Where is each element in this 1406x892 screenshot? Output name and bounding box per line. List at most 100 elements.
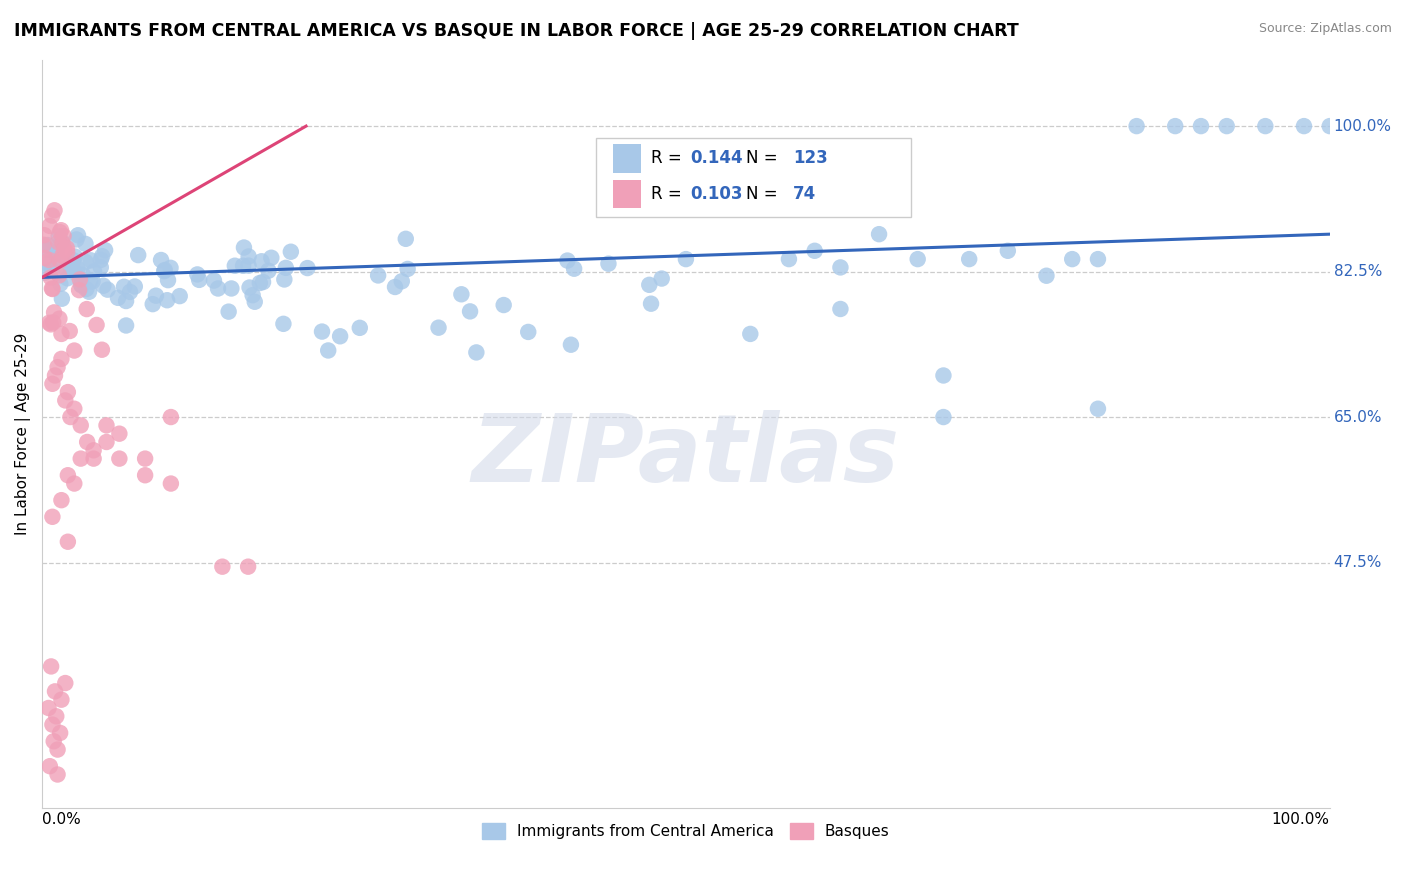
Point: [77, 285, 100, 299]
Point: [675, 252, 697, 266]
Point: [169, 289, 191, 303]
Point: [48, 268, 70, 283]
Point: [93, 278, 115, 293]
Point: [45, 245, 67, 260]
Point: [1254, 119, 1277, 133]
Point: [450, 287, 472, 301]
Text: 100.0%: 100.0%: [1272, 812, 1330, 827]
Point: [46, 360, 69, 375]
Text: R =: R =: [651, 186, 688, 203]
Point: [34, 251, 56, 265]
Point: [640, 296, 662, 310]
Text: 0.144: 0.144: [690, 149, 742, 168]
Point: [560, 337, 582, 351]
Point: [907, 252, 929, 266]
Point: [56, 245, 79, 260]
Point: [39, 270, 62, 285]
Point: [118, 285, 141, 299]
Point: [44, 684, 66, 698]
Point: [1292, 119, 1315, 133]
Point: [1164, 119, 1187, 133]
Point: [96, 435, 118, 450]
Point: [41, 717, 63, 731]
Point: [280, 244, 302, 259]
Point: [221, 281, 243, 295]
Point: [79, 274, 101, 288]
Point: [134, 451, 156, 466]
Point: [238, 280, 260, 294]
Point: [232, 259, 254, 273]
Y-axis label: In Labor Force | Age 25-29: In Labor Force | Age 25-29: [15, 333, 31, 535]
Point: [70, 277, 93, 292]
Text: 74: 74: [793, 186, 815, 203]
Point: [127, 248, 149, 262]
Point: [349, 321, 371, 335]
Point: [233, 241, 256, 255]
Point: [458, 304, 481, 318]
Point: [51, 351, 73, 366]
Point: [96, 418, 118, 433]
Point: [42, 315, 65, 329]
Point: [51, 236, 73, 251]
Text: 123: 123: [793, 149, 828, 168]
Point: [75, 236, 97, 251]
Point: [91, 249, 114, 263]
Point: [41, 509, 63, 524]
Point: [67, 283, 90, 297]
Point: [207, 281, 229, 295]
Point: [651, 271, 673, 285]
Point: [75, 255, 97, 269]
Point: [243, 294, 266, 309]
Bar: [613, 180, 641, 209]
Point: [41, 209, 63, 223]
Point: [37, 238, 59, 252]
Point: [56, 534, 79, 549]
Point: [38, 316, 60, 330]
Point: [63, 266, 86, 280]
Point: [202, 274, 225, 288]
Point: [39, 318, 62, 332]
Point: [224, 259, 246, 273]
Bar: [613, 145, 641, 172]
Point: [124, 279, 146, 293]
Point: [46, 235, 69, 250]
Text: IMMIGRANTS FROM CENTRAL AMERICA VS BASQUE IN LABOR FORCE | AGE 25-29 CORRELATION: IMMIGRANTS FROM CENTRAL AMERICA VS BASQU…: [14, 22, 1019, 40]
Point: [51, 493, 73, 508]
Point: [156, 273, 179, 287]
Point: [83, 451, 105, 466]
Point: [1035, 268, 1057, 283]
Point: [90, 252, 112, 267]
Point: [153, 264, 176, 278]
Point: [83, 443, 105, 458]
Point: [63, 250, 86, 264]
Point: [63, 476, 86, 491]
Text: Source: ZipAtlas.com: Source: ZipAtlas.com: [1258, 22, 1392, 36]
Point: [76, 302, 98, 317]
Point: [66, 261, 89, 276]
Point: [69, 451, 91, 466]
Point: [188, 273, 211, 287]
Point: [49, 726, 72, 740]
Point: [49, 223, 72, 237]
Point: [160, 410, 183, 425]
Point: [1215, 119, 1237, 133]
Point: [274, 260, 297, 275]
Point: [778, 252, 800, 266]
Point: [56, 241, 79, 255]
Point: [150, 252, 173, 267]
Point: [37, 243, 59, 257]
Point: [1319, 119, 1341, 133]
Point: [60, 259, 83, 273]
Point: [75, 282, 97, 296]
Point: [957, 252, 980, 266]
Point: [830, 301, 852, 316]
Text: 0.0%: 0.0%: [42, 812, 82, 827]
Point: [76, 435, 98, 450]
Point: [62, 253, 84, 268]
Point: [236, 559, 259, 574]
Point: [49, 277, 72, 291]
Point: [32, 237, 55, 252]
Point: [218, 304, 240, 318]
Point: [51, 248, 73, 262]
Point: [997, 244, 1019, 258]
